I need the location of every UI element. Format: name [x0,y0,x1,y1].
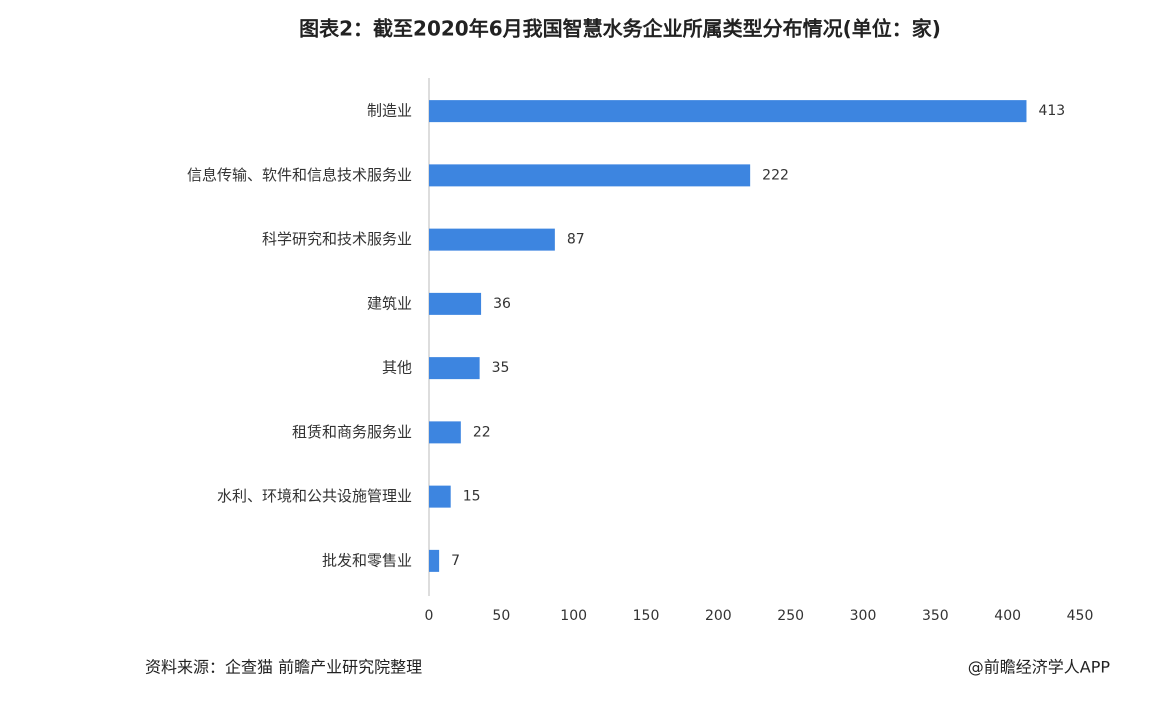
x-tick-label: 200 [705,608,732,624]
x-tick-label: 100 [560,608,587,624]
y-tick-label: 其他 [382,359,412,377]
credit: @前瞻经济学人APP [968,658,1111,677]
value-label: 35 [492,360,510,376]
bar [429,292,482,315]
y-tick-label: 批发和零售业 [322,551,412,569]
value-label: 7 [451,553,460,569]
y-tick-label: 建筑业 [367,294,412,312]
source-note: 资料来源：企查猫 前瞻产业研究院整理 [145,658,422,677]
bar [429,164,751,187]
value-label: 15 [463,489,481,505]
bar [429,228,555,251]
y-tick-label: 制造业 [367,102,412,120]
value-label: 222 [762,167,789,183]
bar [429,357,480,380]
bar [429,549,440,572]
y-tick-label: 水利、环境和公共设施管理业 [217,487,412,505]
y-tick-label: 科学研究和技术服务业 [262,230,412,248]
x-tick-label: 150 [633,608,660,624]
x-tick-label: 50 [492,608,510,624]
value-label: 87 [567,232,585,248]
bar [429,100,1027,123]
x-tick-label: 400 [994,608,1021,624]
value-label: 36 [493,296,511,312]
x-tick-label: 350 [922,608,949,624]
chart-title: 图表2：截至2020年6月我国智慧水务企业所属类型分布情况(单位：家) [299,17,941,41]
x-tick-label: 300 [850,608,877,624]
bar [429,485,451,508]
y-tick-label: 信息传输、软件和信息技术服务业 [187,166,412,184]
x-tick-label: 0 [425,608,434,624]
value-label: 413 [1038,103,1065,119]
bar [429,421,461,444]
y-tick-label: 租赁和商务服务业 [292,423,412,441]
x-tick-label: 450 [1067,608,1094,624]
x-tick-label: 250 [777,608,804,624]
value-label: 22 [473,424,491,440]
